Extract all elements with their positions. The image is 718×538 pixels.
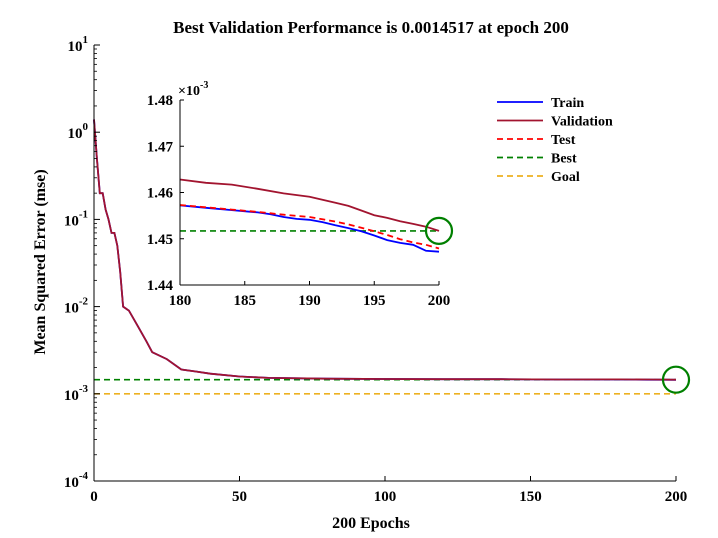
x-tick-label: 0 [90,489,98,505]
x-tick-label: 200 [665,489,688,505]
legend-label: Validation [551,115,613,130]
legend-label: Test [551,133,576,148]
chart-title: Best Validation Performance is 0.0014517… [173,18,569,37]
best-point-marker [661,365,691,394]
legend-item-train: Train [497,96,584,111]
inset-y-ticks: 1.44 1.45 1.46 1.47 1.48 [147,93,184,294]
y-tick-label: 10-1 [64,208,88,229]
x-axis-label: 200 Epochs [332,515,410,532]
inset-exponent-power: -3 [200,80,208,91]
inset-y-tick-label: 1.46 [147,186,174,202]
main-x-ticks: 0 50 100 150 200 [90,476,687,505]
legend-item-test: Test [497,133,576,148]
legend-label: Train [551,96,584,111]
legend-item-validation: Validation [497,115,613,130]
series-validation-line [93,119,677,381]
inset-series-test-line [179,204,440,250]
x-tick-label: 150 [519,489,542,505]
legend-label: Best [551,152,577,167]
y-tick-label: 10-3 [64,383,89,404]
y-tick-label: 100 [68,121,89,142]
inset-x-tick-label: 180 [169,293,192,309]
inset-y-tick-label: 1.47 [147,139,174,155]
inset-x-ticks: 180 185 190 195 200 [169,281,451,309]
y-axis-label: Mean Squared Error (mse) [32,169,49,354]
inset-best-point-marker [424,216,454,245]
best-point-circle [661,365,691,394]
inset-exponent-label: ×10-3 [178,80,208,99]
x-tick-label: 100 [374,489,397,505]
inset-plot-area [180,100,439,285]
inset-plot: 180 185 190 195 200 1.44 1.45 1.46 1.47 1.48 ×10… [147,80,454,309]
legend-item-goal: Goal [497,170,580,185]
y-tick-label: 101 [68,34,89,55]
inset-series-validation-line [179,178,440,232]
inset-x-tick-label: 195 [363,293,386,309]
y-tick-label: 10-4 [64,470,89,491]
inset-y-tick-label: 1.48 [147,93,173,109]
main-series [93,119,677,381]
legend-label: Goal [551,170,580,185]
y-tick-label: 10-2 [64,296,89,317]
inset-x-tick-label: 200 [428,293,451,309]
main-y-ticks: 101 100 10-1 10-2 10-3 10-4 [64,34,100,491]
inset-x-tick-label: 190 [298,293,321,309]
inset-best-point-circle [424,216,454,245]
inset-series [179,178,440,253]
inset-x-tick-label: 185 [234,293,257,309]
inset-y-tick-label: 1.45 [147,232,173,248]
legend-item-best: Best [497,152,577,167]
x-tick-label: 50 [232,489,247,505]
inset-y-tick-label: 1.44 [147,278,174,294]
legend: Train Validation Test Best Goal [497,96,613,185]
